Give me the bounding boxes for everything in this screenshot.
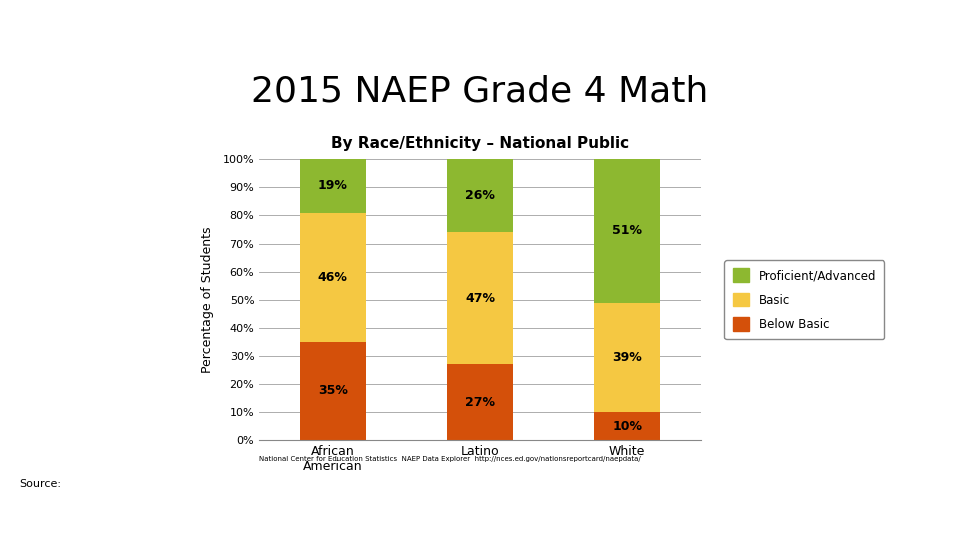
Bar	[446, 232, 513, 364]
Text: 19%: 19%	[318, 179, 348, 192]
Bar	[594, 159, 660, 302]
Text: 27%: 27%	[465, 396, 495, 409]
Text: 2015 NAEP Grade 4 Math: 2015 NAEP Grade 4 Math	[252, 75, 708, 109]
Text: 35%: 35%	[318, 384, 348, 397]
Bar	[300, 342, 366, 440]
Y-axis label: Percentage of Students: Percentage of Students	[202, 226, 214, 373]
Text: 39%: 39%	[612, 351, 642, 364]
Text: 10%: 10%	[612, 420, 642, 433]
Text: Source:: Source:	[19, 479, 61, 489]
Text: 47%: 47%	[465, 292, 495, 305]
Text: 46%: 46%	[318, 271, 348, 284]
Text: 26%: 26%	[465, 190, 495, 202]
Bar	[446, 159, 513, 232]
Bar	[300, 159, 366, 213]
Text: 51%: 51%	[612, 225, 642, 238]
Text: National Center for Education Statistics  NAEP Data Explorer  http://nces.ed.gov: National Center for Education Statistics…	[259, 456, 641, 462]
Bar	[446, 364, 513, 440]
Legend: Proficient/Advanced, Basic, Below Basic: Proficient/Advanced, Basic, Below Basic	[725, 260, 884, 339]
Title: By Race/Ethnicity – National Public: By Race/Ethnicity – National Public	[331, 136, 629, 151]
Bar	[300, 213, 366, 342]
Bar	[594, 302, 660, 412]
Bar	[594, 412, 660, 440]
Text: ©2017 THE EDUCATION TRUST: ©2017 THE EDUCATION TRUST	[702, 515, 941, 529]
